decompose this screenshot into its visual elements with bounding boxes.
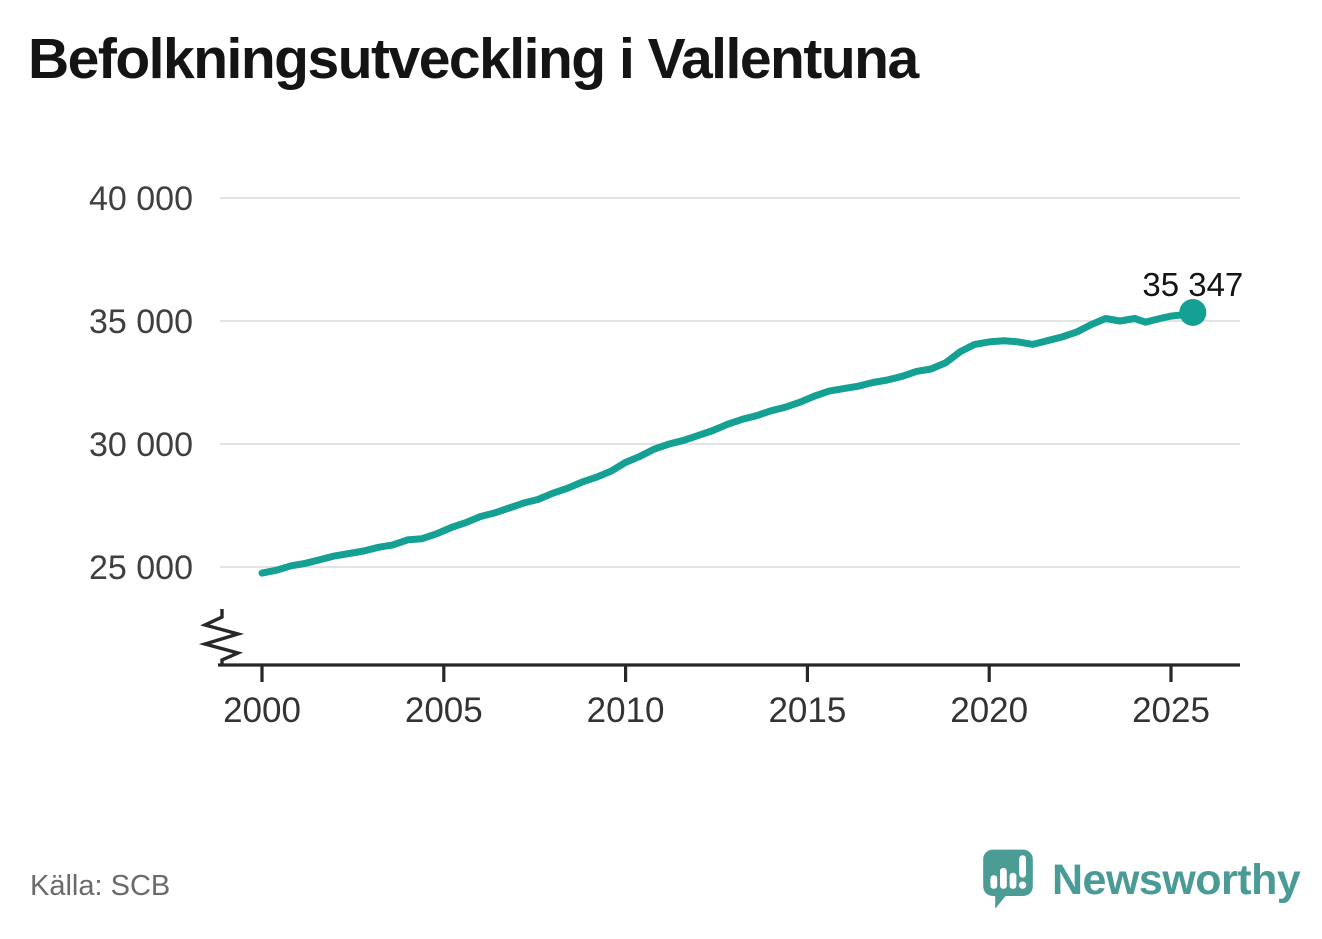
y-axis-tick-label: 35 000 <box>89 303 193 341</box>
x-axis-tick-label: 2020 <box>950 691 1028 730</box>
source-note: Källa: SCB <box>30 870 171 902</box>
x-axis-tick-label: 2010 <box>587 691 665 730</box>
x-axis-tick-label: 2005 <box>405 691 483 730</box>
chart-title: Befolkningsutveckling i Vallentuna <box>28 27 919 91</box>
end-value-label: 35 347 <box>1142 266 1243 303</box>
bar-2 <box>1000 868 1007 889</box>
exclamation-dot <box>1018 881 1027 889</box>
x-axis-tick-label: 2000 <box>223 691 301 730</box>
x-axis-tick-label: 2025 <box>1132 691 1210 730</box>
end-point-marker <box>1179 298 1207 326</box>
newsworthy-wordmark: Newsworthy <box>1052 855 1301 904</box>
axis-break-icon <box>198 609 245 666</box>
bar-1 <box>990 875 998 889</box>
x-axis-tick-label: 2015 <box>768 691 846 730</box>
population-line-series <box>258 309 1197 577</box>
exclamation-bar <box>1019 855 1026 878</box>
y-axis-tick-label: 40 000 <box>89 180 193 218</box>
newsworthy-speech-bubble-barchart-icon <box>983 849 1033 909</box>
newsworthy-logo: Newsworthy <box>980 845 1301 915</box>
y-axis-tick-label: 30 000 <box>89 426 193 464</box>
bar-3 <box>1009 872 1017 889</box>
y-axis-tick-label: 25 000 <box>89 549 193 587</box>
